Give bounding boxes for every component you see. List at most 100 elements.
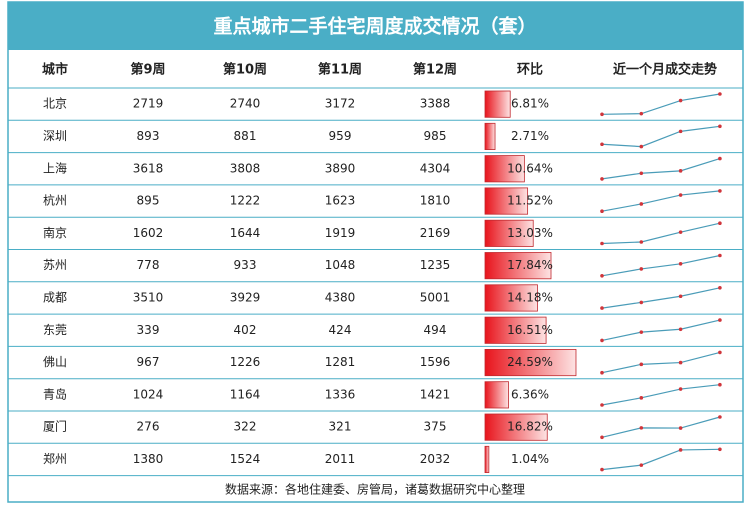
change-bar xyxy=(484,252,552,280)
week-value: 1226 xyxy=(230,355,261,369)
trend-dot xyxy=(639,463,644,467)
trend-line xyxy=(601,125,720,148)
trend-dot xyxy=(718,221,722,225)
change-label: 16.51% xyxy=(507,323,553,337)
trend-dot xyxy=(639,240,644,244)
trend-dot xyxy=(678,230,683,234)
trend-dot xyxy=(678,360,683,365)
column-header: 城市 xyxy=(42,62,68,78)
change-bar xyxy=(484,219,534,247)
trend-dot xyxy=(639,330,644,334)
city: 杭州 xyxy=(43,193,67,208)
trend-dot xyxy=(639,111,644,116)
week-value: 1164 xyxy=(230,387,261,401)
trend-line xyxy=(601,416,721,438)
week-value: 3890 xyxy=(325,161,356,175)
trend-dot xyxy=(639,396,644,400)
week-value: 959 xyxy=(329,129,352,143)
week-value: 1235 xyxy=(420,258,451,272)
city: 东莞 xyxy=(43,323,67,337)
trend-dot xyxy=(718,415,722,419)
week-value: 5001 xyxy=(420,290,451,304)
week-value: 1048 xyxy=(325,258,356,272)
week-value: 2740 xyxy=(230,97,261,111)
week-value: 3510 xyxy=(133,290,164,304)
trend-dot xyxy=(639,202,644,206)
column-header: 近一个月成交走势 xyxy=(613,62,717,78)
trend-dot xyxy=(718,156,722,161)
city: 南京 xyxy=(43,225,67,240)
trend-dot xyxy=(678,448,683,452)
change-label: 10.64% xyxy=(507,161,553,175)
change-label: 6.36% xyxy=(511,387,549,401)
week-value: 1602 xyxy=(133,226,164,240)
column-header: 第10周 xyxy=(223,62,267,78)
trend-dot xyxy=(718,92,722,96)
week-value: 2169 xyxy=(420,226,451,240)
city: 上海 xyxy=(43,160,67,175)
trend-dot xyxy=(718,124,722,129)
trend-dot xyxy=(600,338,604,343)
trend-dot xyxy=(600,435,604,440)
week-value: 4304 xyxy=(420,161,451,175)
week-value: 2032 xyxy=(420,452,451,466)
week-value: 933 xyxy=(234,258,257,272)
week-value: 1380 xyxy=(133,452,164,466)
city: 成都 xyxy=(43,290,67,304)
change-bar xyxy=(484,155,525,183)
city: 厦门 xyxy=(43,419,67,434)
week-value: 893 xyxy=(137,129,160,143)
trend-dot xyxy=(678,327,683,332)
change-label: 11.52% xyxy=(507,194,553,208)
week-value: 1336 xyxy=(325,387,356,401)
week-value: 1024 xyxy=(133,387,164,401)
trend-dot xyxy=(718,189,722,193)
change-label: 14.18% xyxy=(507,290,553,304)
trend-dot xyxy=(600,467,604,472)
trend-dot xyxy=(639,362,644,367)
trend-dot xyxy=(678,387,683,391)
trend-dot xyxy=(678,169,683,173)
change-bar xyxy=(484,316,547,344)
city: 北京 xyxy=(43,97,67,111)
trend-dot xyxy=(600,142,604,147)
trend-dot xyxy=(678,262,683,266)
week-value: 322 xyxy=(234,420,257,434)
city: 青岛 xyxy=(43,386,67,401)
week-value: 2719 xyxy=(133,97,164,111)
change-bar xyxy=(484,122,496,151)
table-border xyxy=(7,1,744,503)
trend-dot xyxy=(600,306,604,310)
change-bar xyxy=(484,187,529,215)
trend-line xyxy=(601,319,721,341)
week-value: 895 xyxy=(137,194,160,208)
trend-dot xyxy=(678,294,683,299)
week-value: 1524 xyxy=(230,452,261,466)
trend-dot xyxy=(600,112,604,117)
week-value: 985 xyxy=(424,129,447,143)
week-value: 494 xyxy=(424,323,447,337)
trend-line xyxy=(601,190,720,212)
week-value: 3618 xyxy=(133,161,164,175)
change-bar xyxy=(484,348,577,377)
trend-dot xyxy=(639,144,644,149)
trend-dot xyxy=(600,403,604,407)
change-label: 13.03% xyxy=(507,226,553,240)
week-value: 1596 xyxy=(420,355,451,369)
title-bar xyxy=(8,2,743,50)
trend-dot xyxy=(678,426,683,430)
change-label: 2.71% xyxy=(511,129,549,143)
trend-dot xyxy=(718,253,722,258)
trend-dot xyxy=(600,274,604,278)
trend-dot xyxy=(639,300,644,305)
city: 郑州 xyxy=(43,451,67,466)
trend-dot xyxy=(678,98,683,103)
week-value: 1421 xyxy=(420,387,451,401)
change-bar xyxy=(484,90,511,118)
week-value: 276 xyxy=(137,420,160,434)
change-bar xyxy=(484,284,538,312)
week-value: 3808 xyxy=(230,161,261,175)
trend-dot xyxy=(600,370,604,375)
trend-dot xyxy=(718,286,722,290)
change-label: 6.81% xyxy=(511,97,549,111)
